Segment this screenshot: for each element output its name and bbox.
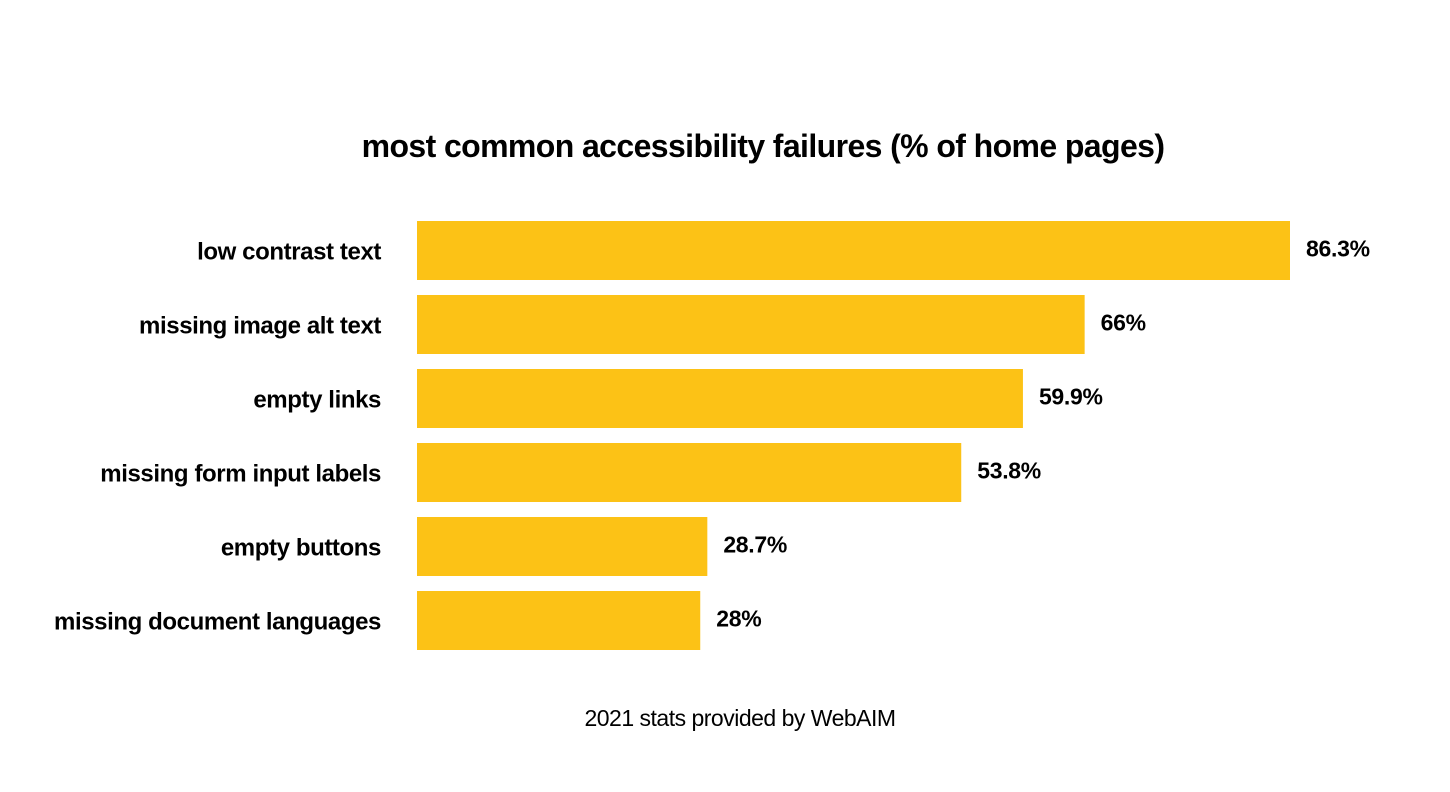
bar-empty-links xyxy=(417,369,1023,428)
category-label-low-contrast-text: low contrast text xyxy=(197,239,381,266)
bar-missing-form-input-labels xyxy=(417,443,962,502)
category-label-missing-image-alt-text: missing image alt text xyxy=(139,313,381,340)
value-label-empty-links: 59.9% xyxy=(1039,384,1103,410)
value-label-missing-document-languages: 28% xyxy=(716,606,761,632)
category-label-missing-document-languages: missing document languages xyxy=(54,609,381,636)
value-label-empty-buttons: 28.7% xyxy=(723,532,787,558)
value-label-missing-image-alt-text: 66% xyxy=(1101,310,1146,336)
value-label-low-contrast-text: 86.3% xyxy=(1306,236,1370,262)
category-label-empty-links: empty links xyxy=(253,387,381,414)
bar-missing-image-alt-text xyxy=(417,295,1085,354)
category-label-missing-form-input-labels: missing form input labels xyxy=(100,461,381,488)
bar-missing-document-languages xyxy=(417,591,701,650)
category-label-empty-buttons: empty buttons xyxy=(221,535,381,562)
chart-title: most common accessibility failures (% of… xyxy=(361,128,1165,164)
bar-low-contrast-text xyxy=(417,221,1290,280)
bar-empty-buttons xyxy=(417,517,708,576)
source-footnote: 2021 stats provided by WebAIM xyxy=(584,705,896,731)
value-label-missing-form-input-labels: 53.8% xyxy=(977,458,1041,484)
